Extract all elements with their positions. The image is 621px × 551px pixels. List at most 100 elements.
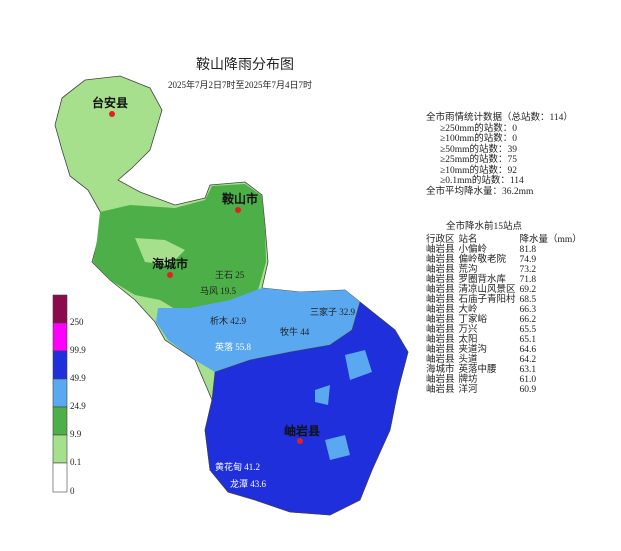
legend-label: 0.1 [70, 457, 81, 467]
county-label: 岫岩县 [284, 423, 320, 438]
top-stations: 全市降水前15站点 行政区 站名 降水量（mm） 岫岩县 小偏岭 81.8 岫岩县 偏岭敬老院… [426, 222, 586, 395]
table-cell: 岫岩县 [426, 254, 455, 265]
table-cell: 岫岩县 [426, 304, 455, 315]
table-cell: 英落中腰 [458, 364, 497, 375]
subtitle: 2025年7月2日7时至2025年7月4日7时 [168, 79, 312, 90]
table-header-row: 行政区 站名 降水量（mm） [426, 235, 586, 245]
table: 行政区 站名 降水量（mm） 岫岩县 小偏岭 81.8 岫岩县 偏岭敬老院 74.9 岫岩县 荒沟 7… [426, 235, 586, 395]
station-label: 牧牛 44 [280, 326, 310, 337]
station-label: 三家子 32.9 [310, 306, 356, 317]
table-row: 岫岩县 偏岭敬老院 74.9 [426, 255, 586, 265]
stats-average: 全市平均降水量：36.2mm [426, 186, 534, 197]
table-header-cell: 站名 [458, 234, 478, 245]
title: 鞍山降雨分布图 [196, 57, 294, 73]
table-row: 岫岩县 小偏岭 81.8 [426, 245, 586, 255]
table-cell: 太阳 [458, 334, 478, 345]
stats-line: ≥0.1mm的站数：114 [440, 176, 524, 186]
table-cell: 岫岩县 [426, 264, 455, 275]
table-cell: 69.2 [519, 284, 537, 295]
county-label: 海城市 [152, 256, 188, 271]
station-label: 黄花甸 41.2 [215, 461, 260, 472]
stats-line: ≥25mm的站数：75 [440, 155, 517, 165]
city-dot [235, 207, 241, 213]
table-cell: 81.8 [519, 244, 537, 255]
station-label: 王石 25 [215, 270, 245, 280]
stats-line: ≥50mm的站数：39 [440, 144, 517, 155]
table-row: 岫岩县 荒沟 73.2 [426, 265, 586, 275]
table-cell: 60.9 [519, 384, 537, 395]
stats-line: ≥250mm的站数：0 [440, 123, 517, 134]
stats-panel: 全市雨情统计数据（总站数：114） ≥250mm的站数：0 ≥100mm的站数：0… [426, 113, 573, 197]
table-caption: 全市降水前15站点 [446, 222, 523, 232]
legend-bar [52, 294, 68, 493]
region-light-green-2 [135, 238, 185, 265]
table-cell: 牌坊 [458, 374, 478, 385]
table-row: 岫岩县 罗圈背水库 71.8 [426, 275, 586, 285]
legend-label: 49.9 [70, 373, 86, 383]
stats-heading: 全市雨情统计数据（总站数：114） [426, 113, 573, 123]
table-row: 岫岩县 头道 64.2 [426, 355, 586, 365]
table-cell: 64.6 [519, 344, 537, 355]
county-label: 台安县 [92, 95, 128, 110]
table-cell: 71.8 [519, 274, 537, 285]
table-cell: 偏岭敬老院 [458, 254, 507, 265]
table-cell: 岫岩县 [426, 354, 455, 365]
table-cell: 岫岩县 [426, 334, 455, 345]
table-cell: 73.2 [519, 264, 537, 275]
table-cell: 64.2 [519, 354, 537, 365]
table-cell: 万兴 [458, 324, 478, 335]
table-cell: 清凉山风景区 [458, 284, 516, 295]
table-row: 岫岩县 清凉山风景区 69.2 [426, 285, 586, 295]
table-cell: 61.0 [519, 374, 537, 385]
table-cell: 68.5 [519, 294, 537, 305]
table-cell: 小偏岭 [458, 244, 488, 255]
table-cell: 岫岩县 [426, 274, 455, 285]
table-cell: 丁家峪 [458, 314, 488, 325]
table-row: 岫岩县 太阳 65.1 [426, 335, 586, 345]
city-dot [109, 111, 115, 117]
legend-label: 0 [70, 486, 75, 496]
stats-line: ≥100mm的站数：0 [440, 134, 517, 144]
table-cell: 罗圈背水库 [458, 274, 507, 285]
table-cell: 头道 [458, 354, 478, 365]
table-cell: 洋河 [458, 384, 478, 395]
table-cell: 65.1 [519, 334, 537, 345]
table-cell: 岫岩县 [426, 314, 455, 325]
station-label: 析木 42.9 [210, 315, 247, 326]
table-cell: 荒沟 [458, 264, 478, 275]
table-cell: 74.9 [519, 254, 537, 265]
table-cell: 岫岩县 [426, 244, 455, 255]
table-row: 岫岩县 牌坊 61.0 [426, 375, 586, 385]
table-cell: 65.5 [519, 324, 537, 335]
table-row: 海城市 英落中腰 63.1 [426, 365, 586, 375]
region-light-blue-2 [345, 350, 372, 380]
table-cell: 岫岩县 [426, 284, 455, 295]
table-row: 岫岩县 石庙子青阳村 68.5 [426, 295, 586, 305]
table-cell: 66.3 [519, 304, 537, 315]
station-label: 龙潭 43.6 [230, 478, 267, 489]
table-row: 岫岩县 万兴 65.5 [426, 325, 586, 335]
legend-label: 24.9 [70, 401, 86, 411]
station-label: 英落 55.8 [215, 341, 252, 352]
city-dot [297, 438, 303, 444]
table-cell: 石庙子青阳村 [458, 294, 516, 305]
region-light-blue-4 [325, 435, 350, 460]
region-light-blue [156, 288, 360, 372]
table-header-cell: 降水量（mm） [519, 234, 582, 245]
table-cell: 66.2 [519, 314, 537, 325]
table-cell: 大岭 [458, 304, 478, 315]
table-row: 岫岩县 洋河 60.9 [426, 385, 586, 395]
legend-labels: 250 99.9 49.9 24.9 9.9 0.1 0 [70, 317, 86, 496]
county-label: 鞍山市 [222, 191, 258, 206]
legend-label: 9.9 [70, 429, 82, 439]
table-row: 岫岩县 夹道沟 64.6 [426, 345, 586, 355]
table-cell: 岫岩县 [426, 294, 455, 305]
table-row: 岫岩县 丁家峪 66.2 [426, 315, 586, 325]
table-header-cell: 行政区 [426, 234, 455, 245]
stats-line: ≥10mm的站数：92 [440, 165, 517, 176]
table-cell: 63.1 [519, 364, 537, 375]
table-cell: 海城市 [426, 364, 455, 375]
table-cell: 岫岩县 [426, 384, 455, 395]
